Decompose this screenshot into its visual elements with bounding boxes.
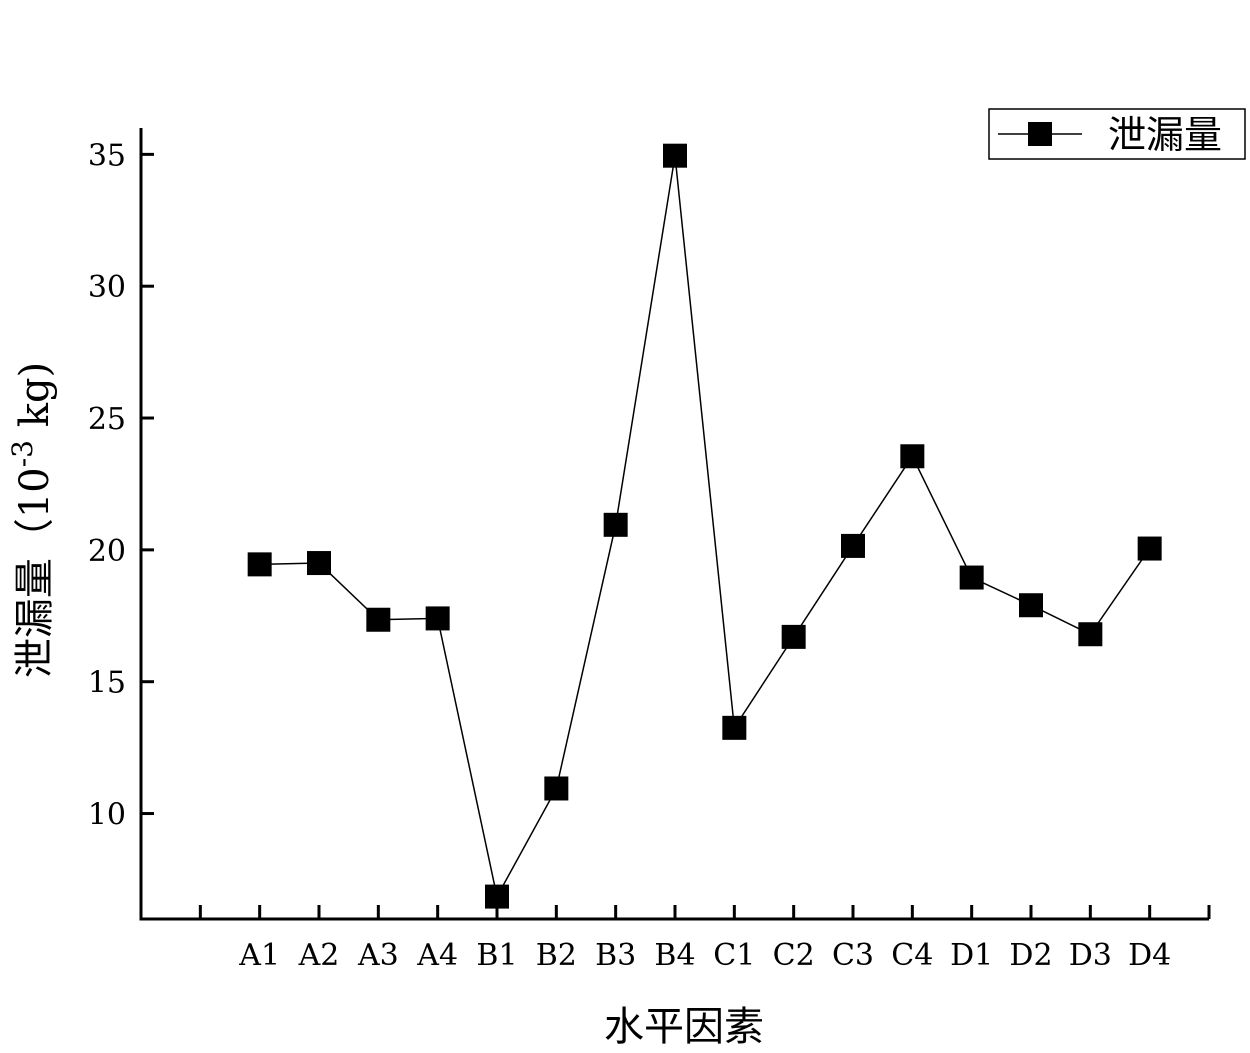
x-tick-label: C1 (713, 938, 755, 973)
y-axis-title-main: 泄漏量（10 (12, 467, 58, 678)
data-point (247, 552, 272, 577)
y-tick-label: 15 (88, 666, 126, 701)
data-point (900, 444, 925, 469)
x-tick-label: B2 (536, 938, 577, 973)
x-tick-label: B3 (595, 938, 636, 973)
y-axis-title-unit: kg) (12, 362, 58, 440)
x-tick-label: B4 (654, 938, 695, 973)
y-axis-title: 泄漏量（10-3 kg) (6, 362, 58, 678)
axes (139, 128, 1209, 921)
x-tick-label: A3 (357, 938, 399, 973)
data-point (425, 606, 450, 631)
x-tick-label: A1 (238, 938, 280, 973)
x-tick-label: A4 (416, 938, 458, 973)
y-tick-label: 30 (88, 270, 126, 305)
x-axis-title: 水平因素 (604, 1004, 764, 1050)
x-tick-label: D3 (1069, 938, 1112, 973)
data-point (485, 884, 509, 909)
data-point (544, 776, 569, 801)
series-line (259, 155, 1151, 899)
x-tick-label: D1 (950, 938, 993, 973)
legend-marker (1028, 122, 1052, 146)
data-point (366, 607, 391, 632)
y-axis-title-superscript: -3 (6, 440, 39, 467)
x-tick-label: C2 (773, 938, 815, 973)
data-point (959, 565, 984, 590)
x-axis-ticks: A1 A2 A3 A4 B1 B2 B3 B4 C1 C2 C3 C4 D1 D2 D3 D4 (198, 905, 1211, 973)
y-axis-ticks: 10 15 20 25 30 35 (88, 138, 154, 833)
data-point (722, 715, 747, 740)
data-point (781, 624, 806, 649)
data-point (1137, 536, 1162, 561)
data-point (1019, 593, 1043, 618)
y-tick-label: 25 (88, 402, 126, 437)
series-layer (247, 143, 1162, 909)
x-tick-label: C3 (832, 938, 874, 973)
data-point (841, 533, 865, 558)
data-point (1078, 622, 1103, 647)
x-tick-label: D2 (1009, 938, 1052, 973)
x-tick-label: C4 (891, 938, 933, 973)
y-tick-label: 10 (88, 798, 126, 833)
x-tick-label: B1 (476, 938, 517, 973)
data-point (307, 551, 331, 576)
x-tick-label: D4 (1128, 938, 1171, 973)
y-tick-label: 20 (88, 534, 126, 569)
legend-label: 泄漏量 (1108, 113, 1222, 157)
legend: 泄漏量 (988, 108, 1246, 160)
data-point (663, 143, 687, 168)
data-point (603, 512, 628, 537)
x-tick-label: A2 (298, 938, 340, 973)
y-tick-label: 35 (88, 138, 126, 173)
